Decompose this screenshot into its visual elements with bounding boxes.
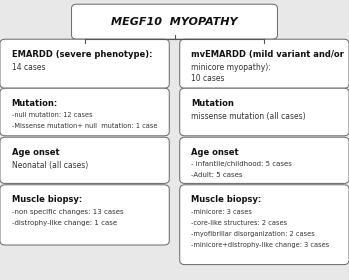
FancyBboxPatch shape [180,39,349,88]
Text: minicore myopathy):: minicore myopathy): [191,63,271,72]
Text: -core-like structures: 2 cases: -core-like structures: 2 cases [191,220,287,226]
FancyBboxPatch shape [0,39,169,88]
Text: -myofibrillar disorganization: 2 cases: -myofibrillar disorganization: 2 cases [191,231,315,237]
FancyBboxPatch shape [0,185,169,245]
Text: -Missense mutation+ null  mutation: 1 case: -Missense mutation+ null mutation: 1 cas… [12,123,157,129]
Text: EMARDD (severe phenotype):: EMARDD (severe phenotype): [12,50,152,59]
Text: 14 cases: 14 cases [12,63,45,72]
Text: - infantile/childhood: 5 cases: - infantile/childhood: 5 cases [191,161,292,167]
FancyBboxPatch shape [0,88,169,136]
FancyBboxPatch shape [180,185,349,265]
Text: -distrophy-like change: 1 case: -distrophy-like change: 1 case [12,220,117,226]
FancyBboxPatch shape [180,137,349,183]
Text: Mutation: Mutation [191,99,234,108]
Text: Muscle biopsy:: Muscle biopsy: [12,195,82,204]
Text: -non specific changes: 13 cases: -non specific changes: 13 cases [12,209,123,214]
Text: Neonatal (all cases): Neonatal (all cases) [12,161,88,170]
Text: Age onset: Age onset [12,148,59,157]
Text: Age onset: Age onset [191,148,239,157]
Text: missense mutation (all cases): missense mutation (all cases) [191,112,306,121]
Text: MEGF10  MYOPATHY: MEGF10 MYOPATHY [111,17,238,27]
Text: Mutation:: Mutation: [12,99,58,108]
Text: 10 cases: 10 cases [191,74,225,83]
Text: -minicore+distrophy-like change: 3 cases: -minicore+distrophy-like change: 3 cases [191,242,329,248]
Text: Muscle biopsy:: Muscle biopsy: [191,195,261,204]
FancyBboxPatch shape [72,4,277,39]
FancyBboxPatch shape [0,137,169,183]
FancyBboxPatch shape [180,88,349,136]
Text: mvEMARDD (mild variant and/or: mvEMARDD (mild variant and/or [191,50,344,59]
Text: -minicore: 3 cases: -minicore: 3 cases [191,209,252,214]
Text: -null mutation: 12 cases: -null mutation: 12 cases [12,112,92,118]
Text: -Adult: 5 cases: -Adult: 5 cases [191,172,243,178]
